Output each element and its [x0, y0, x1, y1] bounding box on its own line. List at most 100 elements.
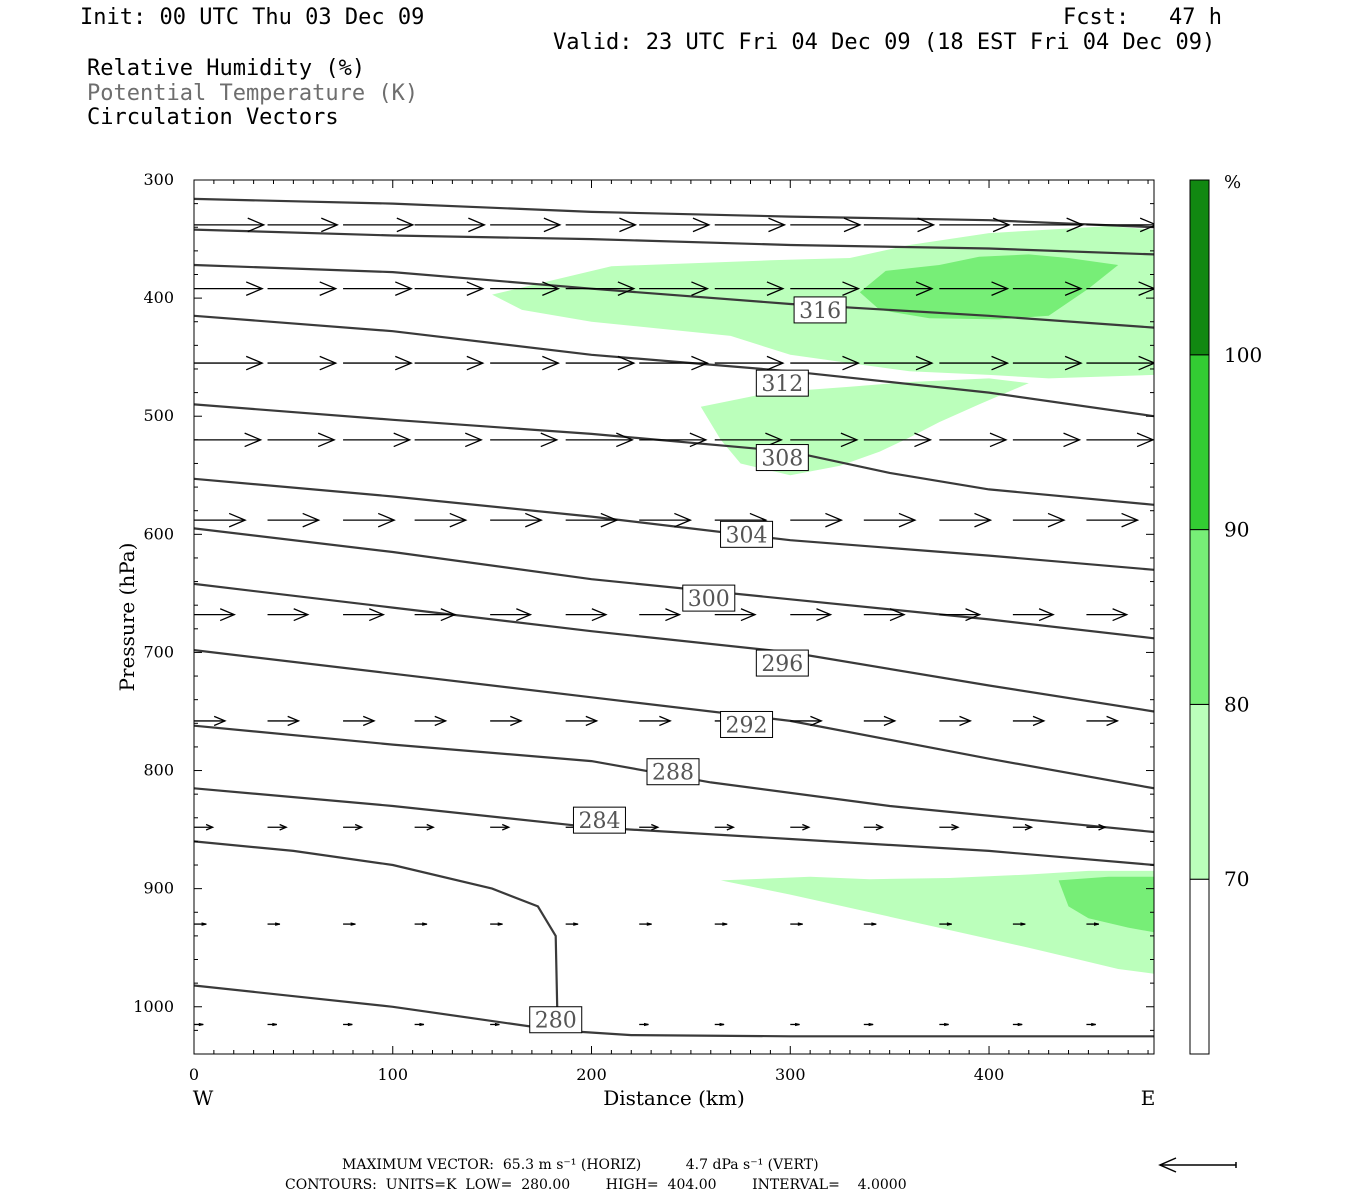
- circulation-vector: [414, 355, 485, 371]
- circulation-vector: [939, 355, 1010, 371]
- colorbar-segment: [1189, 703, 1210, 880]
- circulation-vector: [639, 432, 708, 448]
- field-vectors: Circulation Vectors: [87, 105, 339, 130]
- circulation-vector: [194, 1022, 204, 1027]
- circulation-vector: [490, 823, 511, 831]
- circulation-vector: [565, 355, 636, 371]
- circulation-vector: [639, 1022, 649, 1027]
- circulation-vector: [343, 512, 396, 528]
- contour-label-292: 292: [720, 710, 774, 738]
- circulation-vector: [1160, 716, 1191, 725]
- circulation-vector: [565, 608, 608, 622]
- circulation-vector: [267, 217, 339, 233]
- circulation-vector: [343, 432, 412, 448]
- circulation-vector: [414, 1022, 425, 1027]
- circulation-vector: [639, 922, 652, 926]
- circulation-vector: [1012, 355, 1083, 371]
- rh-region-80: [859, 254, 1119, 320]
- circulation-vector: [343, 823, 364, 831]
- circulation-vector: [414, 608, 457, 622]
- rh-region-70: [700, 378, 1029, 476]
- x-axis-left-end: W: [193, 1086, 214, 1110]
- circulation-vector: [863, 608, 906, 622]
- colorbar-level-70: 70: [1224, 867, 1249, 891]
- circulation-vector: [1012, 281, 1083, 296]
- circulation-vector: [639, 512, 693, 528]
- circulation-vector: [939, 608, 982, 622]
- circulation-vector: [267, 432, 336, 448]
- circulation-vector: [790, 432, 859, 448]
- svg-text:300: 300: [688, 587, 730, 612]
- circulation-vector: [343, 217, 415, 233]
- theta-contour-280: [194, 984, 1154, 1038]
- circulation-vector: [714, 823, 736, 831]
- circulation-vector: [565, 281, 636, 296]
- circulation-vector: [714, 281, 785, 296]
- circulation-vector: [1086, 512, 1140, 528]
- circulation-vector: [194, 281, 264, 296]
- colorbar-level-100: 100: [1224, 343, 1262, 367]
- circulation-vector: [714, 608, 757, 622]
- circulation-vector: [267, 715, 301, 727]
- svg-text:288: 288: [652, 761, 694, 786]
- circulation-vector: [714, 922, 728, 926]
- theta-contour-316: [194, 263, 1154, 329]
- y-tick-label: 300: [143, 170, 174, 189]
- y-tick-label: 1000: [133, 997, 174, 1016]
- circulation-vector: [565, 922, 579, 926]
- reference-vector-arrow: [1158, 1157, 1237, 1173]
- circulation-vector: [194, 217, 266, 233]
- circulation-vector: [790, 217, 862, 233]
- circulation-vector: [639, 608, 682, 622]
- circulation-vector: [1012, 217, 1085, 233]
- theta-contour-unlabeled-12: [194, 840, 559, 1031]
- y-tick-label: 900: [143, 879, 174, 898]
- field-rh: Relative Humidity (%): [87, 56, 366, 81]
- circulation-vector: [790, 715, 823, 727]
- circulation-vector: [1086, 608, 1129, 622]
- circulation-vector: [639, 217, 711, 233]
- circulation-vector: [790, 512, 844, 528]
- circulation-vector: [790, 823, 811, 831]
- circulation-vector: [939, 432, 1008, 448]
- circulation-vector: [1012, 512, 1066, 528]
- circulation-vector: [565, 217, 638, 233]
- circulation-vector: [939, 281, 1010, 296]
- circulation-vector: [267, 823, 288, 831]
- circulation-vector: [490, 217, 562, 233]
- circulation-vector: [343, 355, 413, 371]
- circulation-vector: [267, 608, 310, 622]
- circulation-vector: [1086, 922, 1099, 926]
- circulation-vector: [1086, 217, 1154, 233]
- circulation-vector: [939, 1022, 949, 1027]
- forecast-hour: Fcst: 47 h: [1063, 5, 1222, 30]
- colorbar-segment: [1189, 529, 1210, 705]
- x-axis-right-end: E: [1141, 1086, 1156, 1110]
- circulation-vector: [414, 217, 487, 233]
- circulation-vector: [939, 922, 952, 926]
- circulation-vector: [267, 922, 281, 926]
- circulation-vector: [939, 512, 993, 528]
- circulation-vector: [714, 355, 785, 371]
- contour-label-288: 288: [646, 758, 700, 786]
- svg-text:312: 312: [761, 372, 803, 397]
- circulation-vector: [939, 715, 973, 727]
- circulation-vector: [490, 608, 533, 622]
- circulation-vector: [565, 715, 599, 727]
- circulation-vector: [1012, 608, 1055, 622]
- circulation-vector: [343, 922, 356, 926]
- circulation-vector: [790, 355, 861, 371]
- theta-contour-284: [194, 787, 1154, 867]
- y-tick-label: 500: [143, 406, 174, 425]
- svg-text:292: 292: [726, 713, 768, 738]
- colorbar-segment: [1189, 878, 1210, 1055]
- circulation-vector: [1086, 715, 1120, 727]
- circulation-vector: [1086, 823, 1107, 831]
- circulation-vector: [490, 432, 559, 448]
- circulation-vector: [267, 512, 321, 528]
- circulation-vector: [414, 823, 435, 831]
- circulation-vector: [414, 512, 468, 528]
- field-theta: Potential Temperature (K): [87, 81, 419, 106]
- circulation-vector: [790, 1022, 800, 1027]
- circulation-vector: [490, 922, 503, 926]
